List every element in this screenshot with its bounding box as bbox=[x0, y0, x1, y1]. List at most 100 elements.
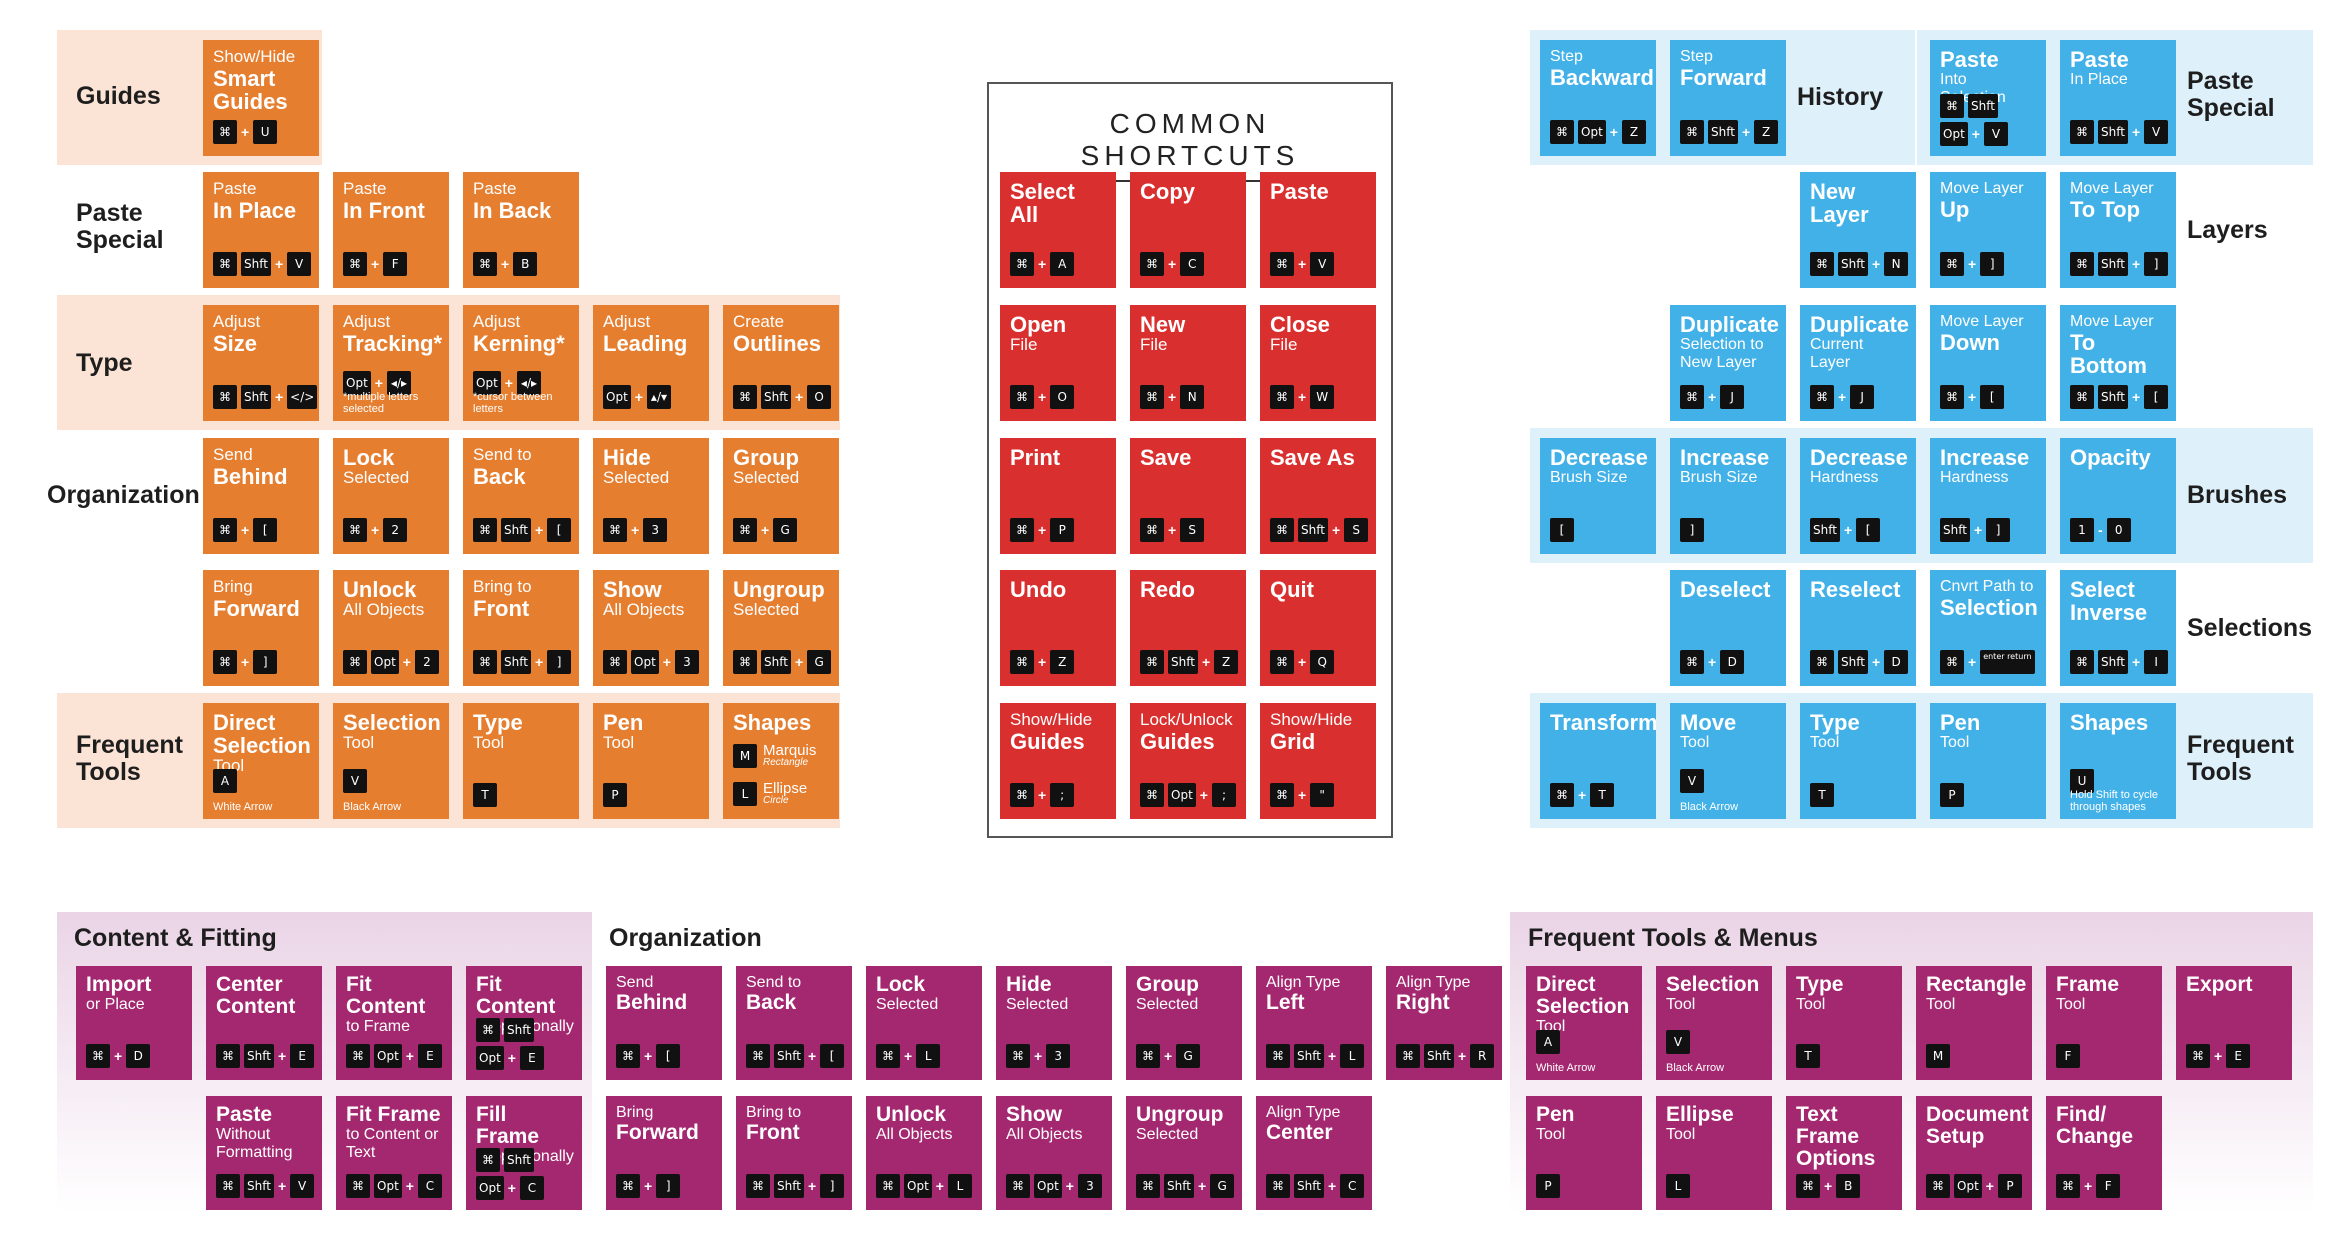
tile-sub: Selected bbox=[1006, 996, 1069, 1014]
combo1-plus-1: + bbox=[1971, 126, 1980, 142]
common-tile-quit: Quit ⌘ + Q bbox=[1260, 570, 1376, 686]
combo1-plus-1: + bbox=[507, 1050, 516, 1066]
combo-key-2: " bbox=[1310, 783, 1335, 807]
combo-key-0: ⌘ bbox=[473, 518, 497, 542]
combo-key-0: ⌘ bbox=[876, 1174, 900, 1198]
combo-key-0: ⌘ bbox=[1006, 1044, 1030, 1068]
combo1-key-2: C bbox=[519, 1176, 544, 1200]
combo-key-0: ⌘ bbox=[616, 1174, 640, 1198]
combo-key-3: L bbox=[947, 1174, 972, 1198]
tile-sub: Tool bbox=[1666, 1126, 1696, 1144]
combo-key-0: ⌘ bbox=[1010, 518, 1034, 542]
key-combo: ⌘ Shft + S bbox=[1270, 518, 1369, 542]
tile-sub: Brush Size bbox=[1680, 469, 1758, 487]
combo-key-3: N bbox=[1884, 252, 1909, 276]
key-combo: ⌘ + D bbox=[86, 1044, 151, 1068]
tile-title: Reselect bbox=[1810, 577, 1901, 602]
shape-key-0: M bbox=[733, 743, 757, 768]
combo-plus-2: + bbox=[807, 1178, 817, 1194]
key-combo: T bbox=[1796, 1044, 1820, 1068]
key-combo: ⌘ + J bbox=[1810, 385, 1875, 409]
combo-plus-2: + bbox=[2131, 654, 2141, 670]
combo-key-2: P bbox=[1050, 518, 1075, 542]
tile-pre: Cnvrt Path to bbox=[1940, 578, 2034, 595]
combo-key-3: 3 bbox=[674, 650, 699, 674]
combo-key-1: Shft bbox=[2098, 252, 2128, 276]
tile-sub: Tool bbox=[1940, 734, 1970, 752]
common-tile-open: Open File ⌘ + O bbox=[1000, 305, 1116, 421]
combo-plus-2: + bbox=[2131, 256, 2141, 272]
ai-tile-shapes: Shapes M Marquis Rectangle L Ellipse Circle bbox=[723, 703, 839, 819]
id-tile-type: Type Tool T bbox=[1786, 966, 1902, 1080]
combo-plus-2: + bbox=[1985, 1178, 1994, 1194]
key-combo: T bbox=[1810, 783, 1834, 807]
key-combo: ⌘ + " bbox=[1270, 783, 1335, 807]
combo-key-0: ⌘ bbox=[746, 1174, 770, 1198]
combo-key-1: Shft bbox=[774, 1044, 804, 1068]
key-combo: A bbox=[213, 769, 237, 793]
tile-sub: Tool bbox=[1810, 734, 1840, 752]
tile-sub: Selected bbox=[1136, 1126, 1199, 1144]
combo-key-2: ] bbox=[253, 650, 278, 674]
tile-pre: Step bbox=[1680, 48, 1713, 65]
ai-tile-direct-selection: Direct Selection Tool A White Arrow bbox=[203, 703, 319, 819]
tile-note: Black Arrow bbox=[343, 800, 402, 813]
tile-sub: Without Formatting bbox=[216, 1126, 293, 1161]
combo-key-3: V bbox=[2144, 120, 2169, 144]
tile-title: Show bbox=[1006, 1103, 1062, 1126]
tile-pre: Paste bbox=[473, 179, 517, 198]
combo-key-3: ; bbox=[1211, 783, 1236, 807]
tile-title: Show bbox=[603, 577, 662, 602]
ai-tile-tracking: Adjust Tracking* Opt + ◂/▸ *multiple letters … bbox=[333, 305, 449, 421]
id-section-organization: Organization bbox=[609, 924, 762, 952]
shape-label: Ellipse Circle bbox=[763, 780, 808, 806]
combo-key-0: A bbox=[1536, 1030, 1560, 1054]
combo-key-0: ⌘ bbox=[1810, 252, 1834, 276]
combo-key-0: ⌘ bbox=[1810, 385, 1834, 409]
combo-key-3: ] bbox=[547, 650, 572, 674]
combo-key-0: P bbox=[1940, 783, 1964, 807]
combo-plus-2: + bbox=[405, 1048, 414, 1064]
combo-plus-1: + bbox=[2214, 1048, 2223, 1064]
ai-tile-smart-guides: Show/Hide Smart Guides ⌘ + U bbox=[203, 40, 319, 156]
key-combo: ⌘ + S bbox=[1140, 518, 1205, 542]
combo-key-0: ⌘ bbox=[1140, 650, 1164, 674]
combo-key-3: 2 bbox=[414, 650, 439, 674]
combo-key-1: Shft bbox=[774, 1174, 804, 1198]
tile-title: In Back bbox=[473, 197, 552, 223]
combo-key-0: ⌘ bbox=[1010, 650, 1034, 674]
key-combo: V bbox=[1680, 769, 1704, 793]
tile-pre: Send to bbox=[746, 974, 802, 991]
key-combo: ⌘ +3 bbox=[1006, 1044, 1071, 1068]
combo-plus-1: + bbox=[1968, 654, 1977, 670]
combo-key-0: ⌘ bbox=[1136, 1174, 1160, 1198]
key-combo: ⌘ +] bbox=[616, 1174, 681, 1198]
tile-title: Tracking* bbox=[343, 330, 443, 356]
id-tile-import: Import or Place ⌘ + D bbox=[76, 966, 192, 1080]
key-combo: ⌘ + V bbox=[1270, 252, 1335, 276]
combo-key-0: ⌘ bbox=[1680, 385, 1704, 409]
key-combo: P bbox=[1940, 783, 1964, 807]
tile-title: Left bbox=[1266, 990, 1305, 1014]
combo-key-2: 3 bbox=[1046, 1044, 1071, 1068]
tile-title: Hide bbox=[603, 445, 651, 470]
tile-sub: Selected bbox=[343, 468, 410, 488]
tile-pre: Align Type bbox=[1266, 974, 1341, 991]
tile-sub: Selected bbox=[733, 468, 800, 488]
key-combo: ⌘ Shft + R bbox=[1396, 1044, 1495, 1068]
tile-pre: Move Layer bbox=[1940, 180, 2024, 197]
key-combo: Opt + ▴/▾ bbox=[603, 385, 671, 409]
combo-key-1: Opt bbox=[371, 650, 399, 674]
shape-label: Marquis Rectangle bbox=[763, 742, 817, 768]
combo-plus-2: + bbox=[1741, 124, 1751, 140]
combo1-key-0: Opt bbox=[476, 1046, 504, 1070]
combo-key-0: ⌘ bbox=[2070, 385, 2094, 409]
combo-key-0: ⌘ bbox=[1140, 385, 1164, 409]
combo-key-3: Z bbox=[1621, 120, 1646, 144]
key-combo: ⌘ + G bbox=[1136, 1044, 1201, 1068]
key-combo: ⌘ Shft +] bbox=[746, 1174, 845, 1198]
tile-pre: Send bbox=[616, 974, 654, 991]
combo-plus-2: + bbox=[1327, 1048, 1337, 1064]
ps-label-paste-special-2: Special bbox=[2187, 94, 2275, 122]
combo-key-0: ⌘ bbox=[2070, 650, 2094, 674]
